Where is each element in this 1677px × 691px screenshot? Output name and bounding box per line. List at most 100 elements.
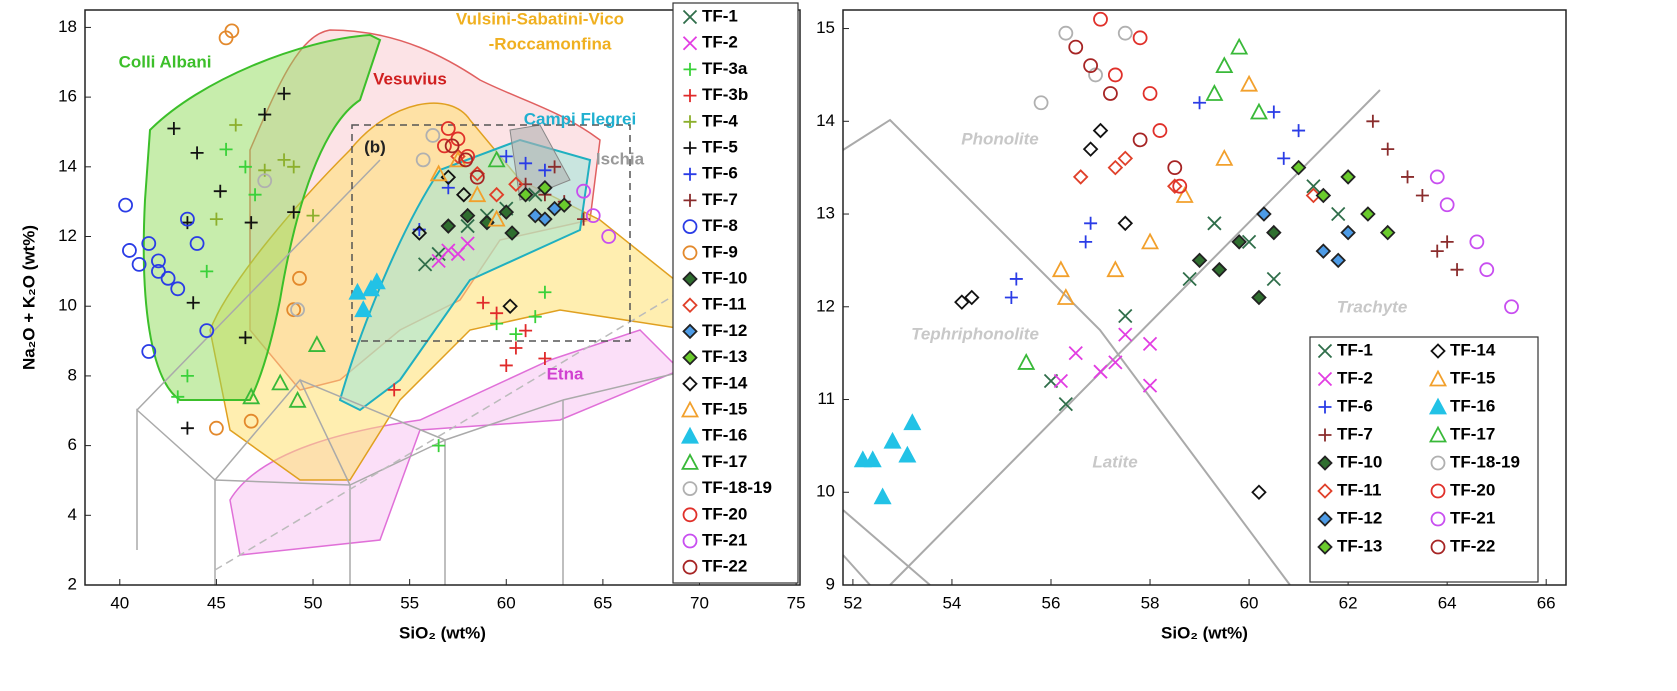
point — [519, 156, 533, 170]
x-tick-label: 58 — [1141, 593, 1160, 612]
point — [460, 218, 475, 234]
point — [1017, 353, 1036, 370]
legend-label: TF-14 — [1450, 340, 1496, 359]
tas-boundaries-b — [842, 89, 1381, 586]
point — [354, 300, 373, 318]
legend-marker — [683, 193, 697, 207]
point — [1469, 234, 1485, 250]
point — [1231, 234, 1247, 250]
point — [1331, 206, 1346, 222]
legend-label: TF-6 — [702, 164, 738, 183]
legend-label: TF-15 — [702, 399, 747, 418]
legend-marker — [682, 559, 698, 575]
y-tick-label: 2 — [68, 574, 77, 593]
legend-marker — [682, 376, 698, 392]
x-tick-label: 65 — [593, 593, 612, 612]
point — [1004, 291, 1018, 304]
point — [1315, 187, 1332, 204]
point — [1082, 141, 1099, 157]
point — [1072, 169, 1089, 185]
point — [224, 23, 240, 39]
point — [1053, 373, 1069, 389]
point — [1167, 178, 1183, 194]
point — [440, 121, 456, 136]
point — [556, 197, 573, 213]
point — [883, 431, 902, 449]
point — [1093, 364, 1108, 379]
point — [412, 223, 426, 237]
legend-marker — [682, 481, 698, 497]
y-tick-label: 11 — [817, 389, 835, 408]
point — [1450, 263, 1464, 277]
point — [190, 146, 204, 160]
point — [1118, 308, 1133, 324]
legend-label: TF-21 — [702, 530, 747, 549]
legend-marker — [682, 245, 698, 261]
y-tick-label: 9 — [826, 574, 835, 593]
legend-label: TF-13 — [1337, 536, 1382, 555]
point — [1152, 123, 1168, 138]
y-tick-label: 14 — [816, 111, 835, 130]
point — [180, 421, 194, 435]
legend-label: TF-20 — [1450, 480, 1495, 499]
point — [287, 160, 301, 174]
point — [248, 188, 262, 202]
y-tick-label: 13 — [816, 204, 835, 223]
point — [1167, 160, 1183, 176]
legend-marker — [682, 297, 698, 313]
point — [1142, 378, 1158, 393]
point — [1079, 235, 1093, 249]
legend-label: TF-14 — [702, 373, 748, 392]
y-tick-label: 4 — [68, 505, 77, 524]
zoom-box — [351, 124, 631, 342]
point — [898, 445, 917, 463]
legend-marker — [1317, 483, 1333, 499]
legend-marker — [680, 400, 700, 418]
point — [1340, 224, 1356, 241]
annotation: -Roccamonfina — [489, 34, 612, 53]
point — [444, 138, 460, 154]
point — [425, 128, 441, 143]
point — [1172, 178, 1188, 194]
legend-marker — [683, 62, 697, 76]
legend-label: TF-12 — [1337, 508, 1382, 527]
point — [1266, 224, 1282, 241]
point — [367, 272, 386, 290]
point — [490, 306, 504, 320]
legend-marker — [1428, 425, 1448, 443]
point — [437, 138, 452, 154]
point — [167, 121, 181, 135]
point — [1340, 169, 1356, 185]
point — [1058, 25, 1074, 41]
plot-frame — [842, 9, 1567, 586]
point — [1215, 56, 1234, 74]
legend-label: TF-16 — [1450, 396, 1495, 415]
legend-label: TF-22 — [1450, 536, 1495, 555]
point — [1056, 288, 1075, 305]
point — [528, 310, 542, 324]
legend-label: TF-6 — [1337, 396, 1373, 415]
point — [287, 205, 301, 219]
point — [271, 373, 290, 391]
annotation: Campi Flegrei — [524, 109, 636, 128]
point — [258, 108, 272, 122]
legend-label: TF-20 — [702, 504, 747, 523]
y-tick-label: 14 — [58, 156, 77, 175]
point — [509, 341, 523, 355]
legend-label: TF-10 — [702, 268, 747, 287]
point — [170, 281, 186, 297]
legend-marker — [682, 219, 698, 235]
point — [180, 369, 194, 383]
legend-label: TF-7 — [702, 190, 738, 209]
legend-marker — [682, 349, 698, 366]
x-tick-label: 60 — [497, 593, 516, 612]
point — [863, 450, 882, 468]
point — [242, 387, 261, 405]
legend-marker — [1428, 369, 1448, 387]
legend-label: TF-5 — [702, 137, 738, 156]
legend-marker — [1428, 397, 1448, 415]
annotation: Trachyte — [1337, 297, 1408, 316]
point — [538, 351, 552, 365]
point — [1103, 86, 1118, 101]
x-tick-label: 62 — [1339, 593, 1358, 612]
